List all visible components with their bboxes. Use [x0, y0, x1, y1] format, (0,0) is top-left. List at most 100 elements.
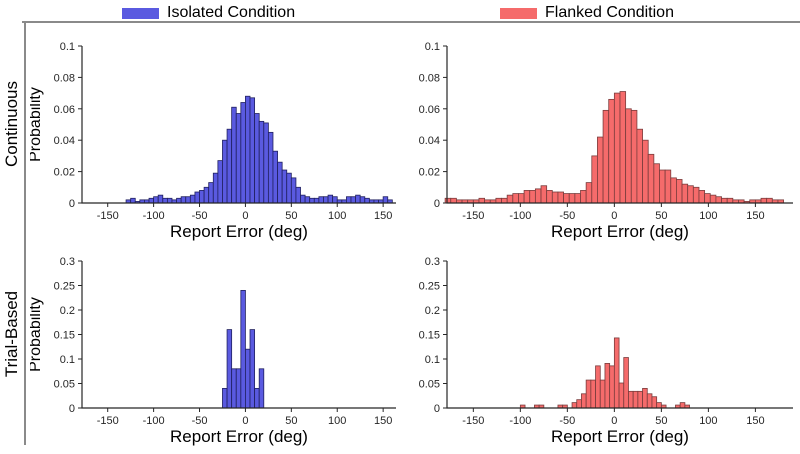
histogram-bar: [651, 396, 658, 409]
y-axis-label: Probability: [30, 87, 44, 162]
y-tick-label: 0.2: [425, 305, 440, 317]
histogram-bar: [599, 379, 606, 409]
x-tick-label: -50: [559, 415, 575, 427]
histogram-bar: [148, 197, 155, 204]
histogram-bar: [604, 363, 611, 409]
histogram-bar: [267, 131, 274, 204]
histogram-bar: [199, 190, 205, 204]
histogram-continuous-flanked: 0 0.02 0.04 0.06 0.08 0.1 -150 -100 -50 0 50 100 150…: [419, 41, 793, 241]
histogram-bar: [157, 194, 164, 204]
histogram-bar: [632, 390, 639, 409]
histogram-bar: [382, 196, 389, 204]
y-tick-label: 0.25: [419, 281, 440, 293]
y-tick-label: 0.3: [425, 256, 440, 268]
histogram-bar: [208, 182, 214, 204]
y-tick-label: 0.06: [419, 104, 440, 116]
histogram-bar: [258, 120, 265, 204]
histogram-bar: [590, 379, 596, 409]
histogram-bar: [613, 337, 620, 409]
x-axis-label: Report Error (deg): [170, 222, 308, 241]
y-tick-label: 0.3: [60, 256, 75, 268]
histogram-bar: [518, 193, 525, 204]
histogram-bar: [726, 197, 734, 204]
histogram-bar: [180, 196, 187, 204]
histogram-bar: [506, 194, 514, 204]
histogram-bar: [698, 190, 706, 204]
row-label-continuous: Continuous: [2, 81, 21, 168]
x-tick-label: 150: [374, 415, 392, 427]
histogram-bar: [309, 197, 315, 204]
x-tick-label: 50: [655, 415, 667, 427]
histogram-bar: [659, 169, 666, 204]
histogram-bar: [623, 357, 629, 409]
histogram-bar: [687, 185, 694, 204]
histogram-bar: [327, 194, 334, 204]
histogram-bar: [350, 196, 357, 204]
histogram-bar: [222, 387, 228, 409]
y-tick-label: 0.08: [419, 72, 440, 84]
histogram-continuous-isolated: 0 0.02 0.04 0.06 0.08 0.1 -150 -100 -50 0 50 100 150…: [30, 41, 396, 241]
histogram-bar: [240, 289, 246, 409]
histogram-bar: [249, 329, 256, 409]
histogram-bar: [551, 191, 559, 204]
histogram-bar: [332, 196, 338, 204]
x-tick-label: 50: [655, 210, 667, 222]
histogram-bar: [359, 196, 366, 204]
histogram-bar: [162, 197, 168, 204]
x-tick-label: 100: [328, 210, 346, 222]
histogram-bar: [709, 194, 717, 204]
histogram-bar: [318, 196, 324, 204]
histogram-bar: [647, 153, 655, 204]
histogram-bar: [364, 197, 370, 204]
x-tick-label: -100: [509, 210, 531, 222]
histogram-bar: [295, 186, 301, 204]
histogram-bar: [676, 179, 683, 204]
histogram-bar: [585, 379, 592, 409]
histogram-bar: [263, 122, 269, 204]
histogram-bar: [222, 139, 228, 204]
y-tick-label: 0.06: [54, 104, 75, 116]
histogram-bar: [628, 390, 634, 409]
histogram-bar: [346, 196, 352, 204]
histogram-bar: [313, 197, 320, 204]
x-tick-label: 50: [285, 210, 297, 222]
x-tick-label: 0: [242, 210, 248, 222]
histogram-bar: [646, 393, 653, 409]
histogram-bar: [323, 196, 329, 204]
y-tick-label: 0: [69, 403, 75, 415]
histogram-bar: [450, 197, 457, 204]
legend-item-isolated: Isolated Condition: [122, 4, 295, 22]
histogram-bar: [591, 155, 598, 204]
histogram-bar: [300, 194, 306, 204]
histogram-bar: [235, 368, 242, 409]
histogram-bar: [254, 113, 260, 204]
x-tick-label: -150: [97, 210, 119, 222]
flanked-color-swatch: [500, 7, 537, 19]
y-tick-label: 0.08: [54, 72, 75, 84]
x-tick-label: 150: [374, 210, 392, 222]
histogram-bar: [166, 197, 173, 204]
histogram-bar: [581, 393, 587, 409]
histogram-bar: [613, 92, 621, 204]
x-tick-label: -100: [143, 210, 165, 222]
histogram-bar: [240, 102, 246, 204]
histogram-bar: [130, 197, 136, 204]
histogram-bar: [637, 390, 643, 409]
histogram-bar: [231, 368, 237, 409]
histogram-bar: [619, 91, 627, 204]
histogram-bar: [630, 109, 638, 204]
histogram-bar: [277, 161, 283, 204]
histogram-bar: [176, 197, 182, 204]
y-tick-label: 0.15: [54, 330, 75, 342]
histogram-bar: [512, 193, 519, 204]
histogram-bar: [636, 128, 643, 204]
y-tick-label: 0.02: [419, 167, 440, 179]
histogram-bar: [272, 150, 278, 204]
x-tick-label: -150: [462, 415, 484, 427]
histogram-bar: [574, 193, 581, 204]
histogram-bar: [290, 177, 297, 204]
y-tick-label: 0.1: [425, 354, 440, 366]
y-tick-label: 0: [434, 198, 440, 210]
histogram-bar: [540, 185, 548, 204]
